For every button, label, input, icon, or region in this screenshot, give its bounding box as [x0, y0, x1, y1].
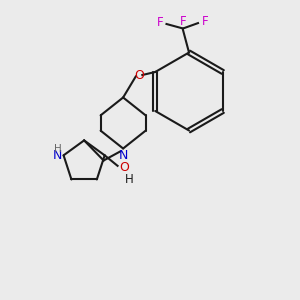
Text: N: N [53, 149, 62, 162]
Text: O: O [119, 161, 129, 174]
Text: F: F [157, 16, 164, 29]
Text: H: H [124, 173, 133, 186]
Text: N: N [118, 149, 128, 162]
Text: H: H [54, 144, 62, 154]
Text: F: F [180, 15, 186, 28]
Text: F: F [202, 15, 208, 28]
Text: O: O [134, 68, 144, 82]
